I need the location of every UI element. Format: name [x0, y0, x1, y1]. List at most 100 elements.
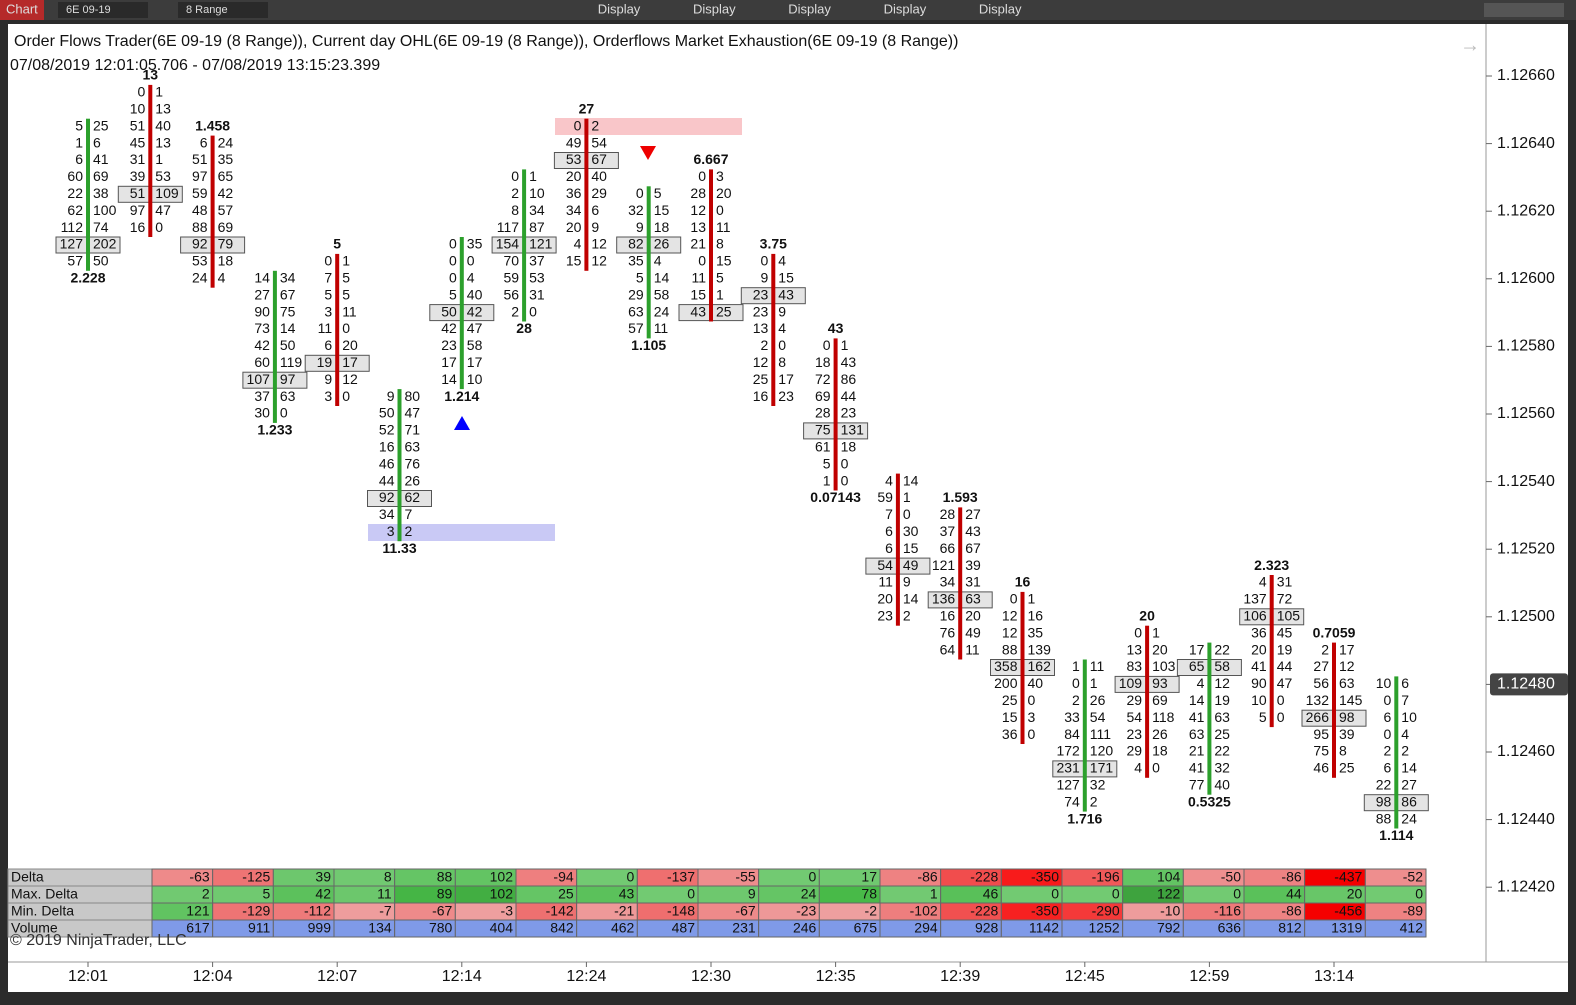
ask-volume: 18	[1152, 743, 1168, 759]
bid-volume: 60	[254, 354, 270, 370]
arrow-icon[interactable]: →	[1460, 34, 1480, 56]
x-tick-label: 12:35	[816, 968, 856, 985]
ask-volume: 0	[1028, 692, 1036, 708]
ask-volume: 0	[280, 405, 288, 421]
ask-volume: 0	[529, 303, 537, 319]
instrument-select[interactable]	[58, 2, 148, 18]
stat-value: -125	[242, 869, 270, 885]
bid-volume: 0	[511, 168, 519, 184]
ask-volume: 63	[1339, 675, 1355, 691]
bar-type-select[interactable]	[178, 2, 268, 18]
ask-volume: 3	[716, 168, 724, 184]
bar-body	[1332, 642, 1336, 778]
ask-volume: 2	[903, 608, 911, 624]
stat-value: -63	[189, 869, 209, 885]
bid-volume: 13	[753, 320, 769, 336]
ask-volume: 25	[1214, 726, 1230, 742]
ask-volume: 40	[1028, 675, 1044, 691]
stat-value: 0	[1233, 886, 1241, 902]
sell-signal	[640, 146, 656, 160]
display-button[interactable]: Display	[884, 1, 927, 16]
y-tick-label: 1.12520	[1497, 540, 1555, 557]
bid-volume: 127	[1056, 777, 1080, 793]
y-tick-label: 1.12500	[1497, 608, 1555, 625]
instrument[interactable]: 6E 09-19	[66, 4, 111, 16]
bar-bottom-label: 11.33	[382, 540, 416, 556]
app-tab[interactable]	[0, 0, 44, 20]
row-label: Min. Delta	[11, 903, 74, 919]
bar-body	[210, 135, 215, 288]
bid-volume: 72	[815, 371, 831, 387]
bid-volume: 4	[574, 236, 582, 252]
last-price-label: 1.12480	[1497, 676, 1555, 693]
ask-volume: 13	[155, 101, 171, 117]
window-controls[interactable]	[1484, 3, 1564, 17]
ask-volume: 18	[654, 219, 670, 235]
app-label[interactable]: Chart	[6, 1, 38, 16]
x-tick-label: 12:14	[442, 968, 482, 985]
display-button[interactable]: Display	[598, 1, 641, 16]
bar-top-label: 1.593	[943, 489, 978, 505]
stat-value: 17	[861, 869, 877, 885]
ask-volume: 62	[405, 489, 421, 505]
ask-volume: 26	[1090, 692, 1106, 708]
ask-volume: 54	[591, 134, 607, 150]
ask-volume: 15	[903, 540, 919, 556]
ask-volume: 40	[591, 168, 607, 184]
display-button[interactable]: Display	[693, 1, 736, 16]
stat-value: 78	[861, 886, 877, 902]
ask-volume: 109	[155, 185, 179, 201]
bid-volume: 54	[1127, 709, 1143, 725]
bar-type[interactable]: 8 Range	[186, 4, 228, 16]
bid-volume: 19	[317, 354, 333, 370]
ask-volume: 18	[841, 439, 857, 455]
ask-volume: 1	[841, 337, 849, 353]
ask-volume: 1	[1152, 624, 1160, 640]
bar-top-label: 3.75	[760, 236, 787, 252]
bid-volume: 82	[628, 236, 644, 252]
bar-body	[1020, 591, 1025, 744]
bid-volume: 5	[1259, 709, 1267, 725]
ask-volume: 34	[529, 202, 545, 218]
bid-volume: 9	[636, 219, 644, 235]
stat-value: 9	[748, 886, 756, 902]
bid-volume: 20	[566, 168, 582, 184]
bid-volume: 3	[324, 388, 332, 404]
stat-value: 24	[801, 886, 817, 902]
stat-value: -86	[917, 869, 937, 885]
ask-volume: 31	[965, 574, 981, 590]
bid-volume: 37	[254, 388, 270, 404]
bid-volume: 4	[1197, 675, 1205, 691]
bid-volume: 98	[1376, 793, 1392, 809]
bid-volume: 83	[1127, 658, 1143, 674]
ask-volume: 40	[467, 286, 483, 302]
ask-volume: 6	[591, 202, 599, 218]
bid-volume: 1	[75, 134, 83, 150]
bid-volume: 46	[379, 455, 395, 471]
ask-volume: 54	[1090, 709, 1106, 725]
bid-volume: 88	[192, 219, 208, 235]
bar-bottom-label: 1.716	[1067, 810, 1102, 826]
display-button[interactable]: Display	[979, 1, 1022, 16]
stat-value: 39	[315, 869, 331, 885]
y-tick-label: 1.12540	[1497, 473, 1555, 490]
ask-volume: 69	[93, 168, 109, 184]
bid-volume: 10	[1376, 675, 1392, 691]
bid-volume: 28	[940, 506, 956, 522]
stat-value: 44	[1286, 886, 1302, 902]
ask-volume: 47	[1277, 675, 1293, 691]
bid-volume: 45	[130, 134, 146, 150]
ask-volume: 0	[841, 455, 849, 471]
ask-volume: 53	[155, 168, 171, 184]
display-button[interactable]: Display	[788, 1, 831, 16]
ask-volume: 50	[280, 337, 296, 353]
ask-volume: 2	[1401, 743, 1409, 759]
ask-volume: 10	[467, 371, 483, 387]
bid-volume: 65	[1189, 658, 1205, 674]
bar-body	[833, 338, 838, 491]
plot-area	[8, 24, 1568, 962]
bid-volume: 9	[761, 270, 769, 286]
bid-volume: 29	[1127, 743, 1143, 759]
bid-volume: 84	[1064, 726, 1080, 742]
